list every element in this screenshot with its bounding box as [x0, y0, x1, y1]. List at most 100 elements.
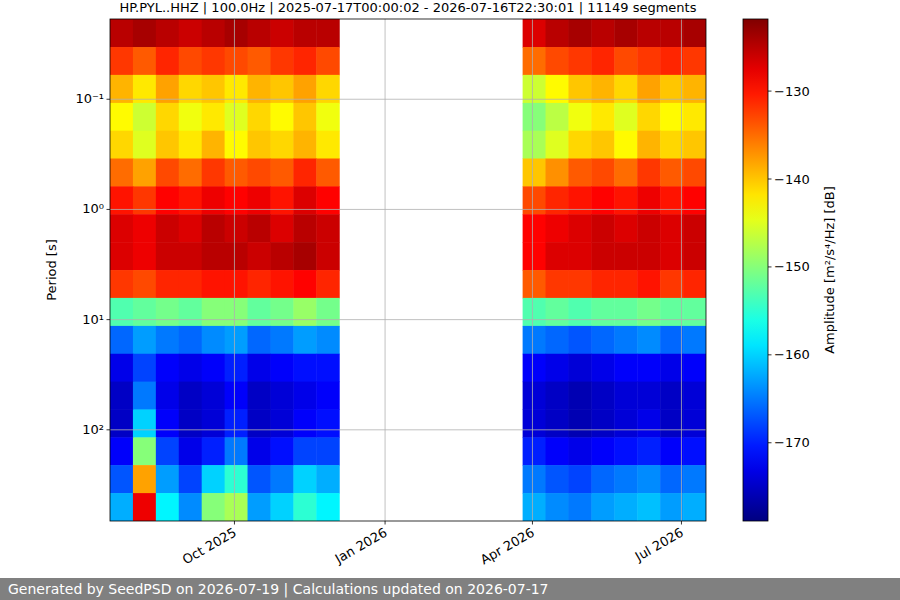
cell [248, 437, 271, 465]
cell [156, 19, 179, 48]
cell [316, 103, 339, 131]
cell [523, 19, 546, 48]
cell [202, 19, 225, 48]
cell [683, 214, 706, 242]
cell [270, 465, 293, 493]
cell [225, 214, 248, 242]
cell [110, 242, 133, 270]
cell [110, 382, 133, 410]
cell [156, 493, 179, 521]
cell [110, 131, 133, 159]
cell [637, 270, 660, 298]
cell [568, 298, 591, 327]
cell [293, 214, 316, 242]
cell [202, 437, 225, 465]
cell [614, 214, 637, 242]
cell [270, 437, 293, 465]
title: HP.PYL..HHZ | 100.0Hz | 2025-07-17T00:00… [120, 0, 697, 15]
cell [316, 159, 339, 187]
footer-bar [0, 578, 900, 600]
cell [523, 298, 546, 327]
x-tick [385, 521, 386, 525]
cell [614, 465, 637, 493]
cell [568, 382, 591, 410]
x-tick-label: Oct 2025 [180, 525, 239, 568]
cell [637, 298, 660, 327]
y-tick-label: 10² [82, 422, 104, 437]
colorbar-tick [768, 354, 772, 355]
cell [523, 131, 546, 159]
cell [683, 186, 706, 214]
cell [110, 493, 133, 521]
cell [270, 19, 293, 48]
cell [316, 382, 339, 410]
cell [202, 186, 225, 214]
cell [225, 270, 248, 298]
cell [270, 214, 293, 242]
cell [156, 159, 179, 187]
cell [683, 465, 706, 493]
cell [614, 131, 637, 159]
cell [270, 382, 293, 410]
y-tick [107, 99, 111, 100]
cell [270, 159, 293, 187]
cell [248, 19, 271, 48]
cell [248, 465, 271, 493]
cell [660, 242, 683, 270]
cell [156, 326, 179, 354]
cell [179, 409, 202, 437]
x-tick [234, 521, 235, 525]
cell [133, 493, 156, 521]
cell [110, 409, 133, 437]
cell [523, 103, 546, 131]
cell [270, 298, 293, 327]
cell [614, 298, 637, 327]
cell [568, 159, 591, 187]
cell [568, 186, 591, 214]
cell [293, 103, 316, 131]
cell [179, 131, 202, 159]
cell [546, 270, 569, 298]
cell [202, 47, 225, 75]
cell [568, 214, 591, 242]
cell [248, 103, 271, 131]
cell [293, 437, 316, 465]
cell [614, 242, 637, 270]
cell [110, 465, 133, 493]
cell [316, 493, 339, 521]
cell [523, 326, 546, 354]
cell [248, 298, 271, 327]
cell [248, 131, 271, 159]
cell [133, 159, 156, 187]
cell [156, 437, 179, 465]
cell [316, 186, 339, 214]
cell [225, 298, 248, 327]
cell [683, 131, 706, 159]
cell [591, 493, 614, 521]
cell [523, 270, 546, 298]
cell [637, 326, 660, 354]
cell [202, 270, 225, 298]
cell [179, 186, 202, 214]
cell [248, 47, 271, 75]
cell [248, 159, 271, 187]
cell [637, 159, 660, 187]
cell [637, 354, 660, 382]
cell [133, 270, 156, 298]
cell [614, 326, 637, 354]
cell [591, 214, 614, 242]
cell [316, 409, 339, 437]
cell [591, 131, 614, 159]
cell [683, 493, 706, 521]
cell [110, 19, 133, 48]
cell [660, 465, 683, 493]
cell [523, 159, 546, 187]
x-tick [681, 521, 682, 525]
cell [591, 409, 614, 437]
cell [110, 186, 133, 214]
cell [179, 465, 202, 493]
cell [248, 186, 271, 214]
colorbar-tick-label: −140 [774, 172, 810, 187]
cell [683, 242, 706, 270]
footer: Generated by SeedPSD on 2026-07-19 | Cal… [8, 581, 549, 598]
